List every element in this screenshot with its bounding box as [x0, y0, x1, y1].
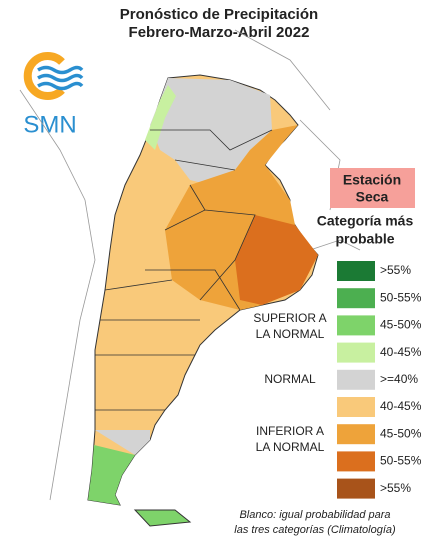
- group-label: LA NORMAL: [256, 440, 325, 454]
- legend-label: 40-45%: [380, 399, 422, 413]
- group-label: INFERIOR A: [256, 424, 324, 438]
- legend-label: >55%: [380, 263, 411, 277]
- group-label: NORMAL: [264, 372, 316, 386]
- legend-label: >55%: [380, 481, 411, 495]
- legend-swatch: [337, 288, 375, 309]
- map: [19, 29, 361, 527]
- legend-swatch: [337, 261, 375, 281]
- badge-text: Seca: [356, 189, 389, 205]
- legend-label: 50-55%: [380, 290, 422, 304]
- legend-swatch: [337, 424, 375, 445]
- group-label: LA NORMAL: [256, 327, 325, 341]
- legend-label: 45-50%: [380, 318, 422, 332]
- title: Pronóstico de Precipitación: [120, 6, 318, 23]
- legend-swatch: [337, 369, 375, 390]
- group-label: SUPERIOR A: [253, 311, 326, 325]
- logo: SMN: [23, 52, 84, 138]
- legend-swatch: [337, 478, 375, 499]
- legend-swatch: [337, 397, 375, 417]
- legend-label: 50-55%: [380, 454, 422, 468]
- legend-label: 45-50%: [380, 426, 422, 440]
- legend-swatch: [337, 342, 375, 363]
- footnote: las tres categorías (Climatología): [234, 524, 396, 536]
- legend-label: >=40%: [380, 372, 418, 386]
- legend-swatch: [337, 451, 375, 472]
- logo-text: SMN: [23, 111, 76, 138]
- legend-label: 40-45%: [380, 345, 422, 359]
- badge: [330, 168, 415, 208]
- title: Febrero-Marzo-Abril 2022: [129, 24, 310, 41]
- legend-title: probable: [335, 231, 394, 247]
- badge-text: Estación: [343, 172, 401, 188]
- legend-title: Categoría más: [317, 213, 414, 229]
- footnote: Blanco: igual probabilidad para: [239, 509, 390, 521]
- legend-swatch: [337, 315, 375, 336]
